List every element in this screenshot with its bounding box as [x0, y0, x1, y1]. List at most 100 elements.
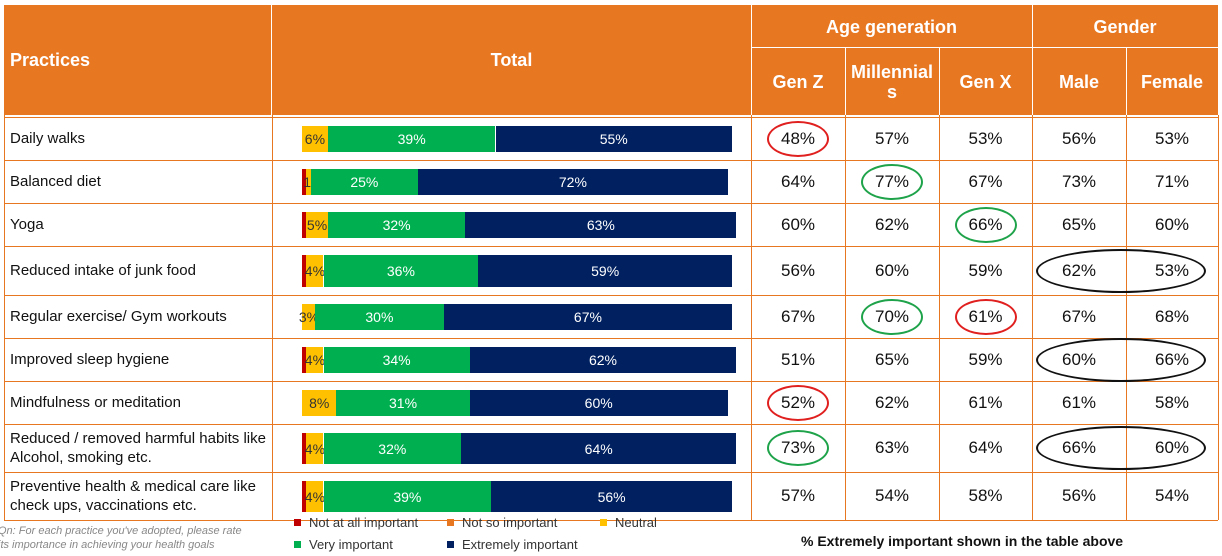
bar-segment-4 [465, 212, 737, 238]
cell-genx: 53% [968, 128, 1003, 148]
practice-label: Reduced intake of junk food [10, 262, 196, 279]
cell-genx: 64% [968, 438, 1003, 457]
cell-female: 68% [1154, 306, 1190, 326]
bar-data-label: 30% [365, 309, 394, 325]
male-header: Male [1032, 48, 1126, 115]
cell-male: 56% [1061, 128, 1097, 148]
cell-female: 54% [1154, 486, 1190, 505]
cell-male: 67% [1061, 306, 1097, 326]
bar-segment-3 [323, 481, 492, 512]
grid-vline [939, 115, 940, 520]
bar-segment-4 [418, 169, 728, 195]
bar-segment-2 [306, 212, 328, 238]
bar-data-label: 64% [584, 440, 613, 457]
bar-data-label: 32% [382, 217, 411, 233]
practice-label: Reduced / removed harmful habits like Al… [10, 430, 266, 466]
legend-neutral: Neutral [600, 515, 657, 530]
grid-hline [4, 117, 1218, 118]
grid-vline [845, 115, 846, 520]
bar-data-label: 6% [304, 131, 326, 147]
grid-hline [4, 520, 1218, 521]
highlight-ring [861, 163, 923, 200]
legend-very: Very important [294, 537, 393, 552]
bar-segment-3 [336, 390, 470, 416]
bar-segment-3 [323, 255, 479, 287]
cell-male: 73% [1061, 171, 1097, 191]
bar-segment-4 [443, 304, 732, 330]
highlight-ring [767, 430, 829, 466]
bar-data-label: 25% [350, 174, 379, 190]
highlight-ring [767, 384, 829, 421]
cell-genz: 64% [780, 171, 816, 191]
highlight-ring-gender [1036, 337, 1206, 382]
cell-genz: 60% [780, 214, 816, 234]
bar-data-label: 67% [573, 309, 602, 325]
age-generation-header: Age generation [751, 5, 1032, 48]
bar-segment-2 [302, 126, 328, 152]
bar-segment-2 [306, 347, 324, 373]
cell-male: 65% [1061, 214, 1097, 234]
bar-segment-2 [306, 481, 324, 512]
bar-segment-4 [491, 481, 732, 512]
grid-vline [272, 115, 273, 520]
grid-vline [1126, 115, 1127, 520]
bar-segment-3 [327, 126, 496, 152]
bar-data-label: 56% [597, 488, 626, 505]
bar-segment-2 [306, 255, 324, 287]
footer-note: % Extremely important shown in the table… [801, 533, 1124, 549]
cell-female: 71% [1154, 171, 1190, 191]
cell-millennials: 57% [874, 128, 910, 148]
bar-data-label: 55% [599, 131, 628, 147]
legend-not-so: Not so important [447, 515, 557, 530]
cell-genz: 57% [780, 486, 816, 505]
highlight-ring-gender [1036, 248, 1206, 293]
cell-genx: 67% [968, 171, 1003, 191]
grid-hline [4, 246, 1218, 247]
bar-segment-3 [314, 304, 444, 330]
bar-segment-4 [478, 255, 732, 287]
question-footnote: Qn: For each practice you've adopted, pl… [0, 525, 242, 551]
cell-genz: 67% [780, 306, 816, 326]
bar-segment-0 [302, 347, 307, 373]
cell-female: 60% [1154, 214, 1190, 234]
bar-segment-2 [302, 304, 315, 330]
bar-data-label: 36% [386, 263, 415, 279]
bar-data-label: 4% [304, 440, 326, 457]
bar-segment-0 [302, 481, 307, 512]
bar-data-label: 4% [304, 488, 326, 505]
cell-millennials: 65% [874, 349, 910, 369]
bar-segment-3 [323, 347, 470, 373]
practice-label: Improved sleep hygiene [10, 351, 170, 368]
grid-hline [4, 338, 1218, 339]
bar-data-label: 4% [304, 352, 326, 368]
legend-extremely: Extremely important [447, 537, 578, 552]
bar-data-label: 62% [588, 352, 617, 368]
bar-segment-0 [302, 212, 307, 238]
bar-data-label: 4% [304, 263, 326, 279]
bar-data-label: 59% [591, 263, 620, 279]
cell-genx: 61% [968, 392, 1003, 412]
practice-label: Mindfulness or meditation [10, 394, 181, 411]
bar-segment-4 [469, 347, 737, 373]
bar-segment-3 [323, 433, 462, 464]
cell-genz: 51% [780, 349, 816, 369]
bar-segment-2 [302, 390, 337, 416]
highlight-ring [861, 298, 923, 335]
female-header: Female [1126, 48, 1218, 115]
bar-data-label: 31% [389, 395, 418, 411]
cell-millennials: 62% [874, 392, 910, 412]
grid-hline [4, 295, 1218, 296]
grid-hline [4, 160, 1218, 161]
practice-label: Balanced diet [10, 173, 101, 190]
bar-segment-3 [310, 169, 419, 195]
cell-female: 53% [1154, 128, 1190, 148]
cell-female: 58% [1154, 392, 1190, 412]
bar-data-label: 39% [393, 488, 422, 505]
grid-hline [4, 472, 1218, 473]
practice-label: Regular exercise/ Gym workouts [10, 308, 227, 325]
cell-genz: 56% [780, 260, 816, 280]
grid-vline [751, 115, 752, 520]
bar-data-label: 32% [378, 440, 407, 457]
bar-data-label: 72% [558, 174, 587, 190]
grid-hline [4, 203, 1218, 204]
